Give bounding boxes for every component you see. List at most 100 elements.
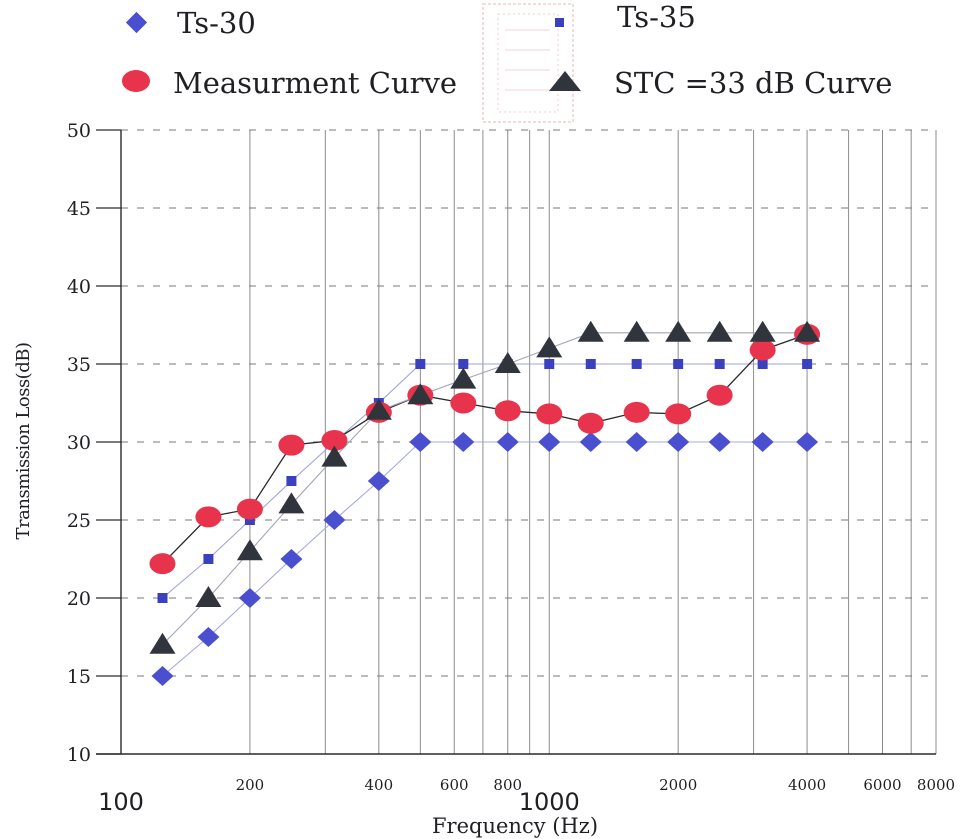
x-tick-label: 6000 (863, 776, 901, 794)
legend-square-marker (555, 18, 564, 27)
y-tick-label: 50 (67, 120, 91, 142)
data-point-diamond (409, 432, 432, 452)
y-tick-label: 40 (67, 276, 91, 298)
x-tick-label: 2000 (659, 776, 697, 794)
x-tick-label: 100 (98, 788, 144, 816)
data-point-circle (450, 392, 477, 414)
data-point-triangle (195, 586, 222, 607)
data-point-triangle (450, 367, 477, 389)
data-point-diamond (280, 549, 303, 569)
legend: Ts-30 Ts-35 Measurment Curve STC =33 dB … (122, 0, 892, 100)
legend-label-measurement: Measurment Curve (173, 66, 457, 100)
data-point-diamond (496, 432, 519, 452)
data-point-diamond (452, 432, 475, 452)
data-point-triangle (794, 320, 821, 342)
series-line (162, 333, 808, 565)
data-point-square (458, 359, 469, 369)
data-point-triangle (494, 352, 521, 373)
y-tick-label: 35 (67, 354, 91, 376)
data-point-circle (665, 403, 692, 425)
y-tick-label: 45 (67, 198, 91, 220)
series-lines (162, 332, 808, 677)
x-tick-label: 400 (365, 776, 394, 794)
data-point-diamond (197, 627, 220, 647)
data-point-triangle (749, 320, 776, 342)
data-point-diamond (238, 588, 261, 608)
x-tick-label: 1000 (519, 788, 580, 816)
data-point-triangle (706, 320, 733, 342)
data-point-square (714, 359, 725, 369)
data-point-square (757, 359, 768, 369)
data-point-diamond (538, 432, 561, 452)
y-axis-label: Transmission Loss(dB) (13, 343, 34, 540)
data-point-triangle (536, 336, 563, 358)
data-point-diamond (579, 432, 602, 452)
data-point-triangle (665, 320, 692, 342)
data-point-triangle (623, 320, 650, 342)
data-point-diamond (708, 432, 731, 452)
data-point-triangle (278, 492, 305, 514)
data-point-triangle (577, 320, 604, 342)
data-point-square (244, 515, 255, 525)
series-line (162, 363, 808, 599)
data-point-circle (494, 400, 521, 422)
data-point-circle (623, 401, 650, 423)
data-point-square (673, 359, 684, 369)
series-markers (149, 320, 821, 686)
data-point-circle (236, 498, 263, 520)
data-point-diamond (323, 510, 346, 530)
data-point-circle (706, 384, 733, 406)
data-point-square (286, 476, 297, 486)
legend-circle-marker (122, 70, 150, 92)
data-point-circle (321, 429, 348, 451)
legend-item-stc: STC =33 dB Curve (549, 66, 892, 100)
data-point-circle (149, 553, 176, 575)
y-tick-label: 20 (67, 588, 91, 610)
stamp-watermark (482, 3, 574, 123)
data-point-diamond (151, 666, 174, 686)
series-line (162, 332, 808, 646)
data-point-square (415, 359, 426, 369)
data-point-diamond (751, 432, 774, 452)
x-axis-label: Frequency (Hz) (432, 814, 598, 838)
x-tick-label: 4000 (788, 776, 826, 794)
x-tick-label: 600 (440, 776, 469, 794)
legend-triangle-marker (549, 71, 581, 91)
data-point-square (544, 359, 555, 369)
x-tick-label: 8000 (917, 776, 955, 794)
legend-item-measurement: Measurment Curve (122, 66, 457, 100)
data-point-diamond (625, 432, 648, 452)
legend-item-ts30: Ts-30 (125, 6, 256, 40)
legend-item-ts35: Ts-35 (555, 0, 696, 34)
legend-label-ts30: Ts-30 (177, 6, 256, 40)
y-tick-label: 15 (67, 666, 91, 688)
data-point-circle (278, 434, 305, 456)
data-point-diamond (796, 432, 819, 452)
data-point-triangle (321, 445, 348, 467)
data-point-triangle (407, 383, 434, 405)
x-tick-label: 200 (236, 776, 265, 794)
y-tick-label: 10 (67, 744, 91, 766)
data-point-square (631, 359, 642, 369)
data-point-diamond (367, 471, 390, 491)
data-point-square (203, 554, 214, 564)
data-point-triangle (236, 539, 263, 561)
x-tick-label: 800 (493, 776, 522, 794)
data-point-square (157, 593, 168, 603)
data-point-circle (195, 506, 222, 528)
data-point-triangle (365, 398, 392, 420)
data-point-circle (536, 403, 563, 425)
data-point-square (802, 359, 813, 369)
y-tick-label: 30 (67, 432, 91, 454)
legend-diamond-marker (125, 11, 148, 34)
legend-label-ts35: Ts-35 (617, 0, 696, 34)
legend-label-stc: STC =33 dB Curve (614, 66, 892, 100)
data-point-triangle (149, 632, 176, 654)
series-line (162, 441, 808, 677)
y-tick-label: 25 (67, 510, 91, 532)
data-point-circle (749, 339, 776, 361)
data-point-diamond (667, 432, 690, 452)
